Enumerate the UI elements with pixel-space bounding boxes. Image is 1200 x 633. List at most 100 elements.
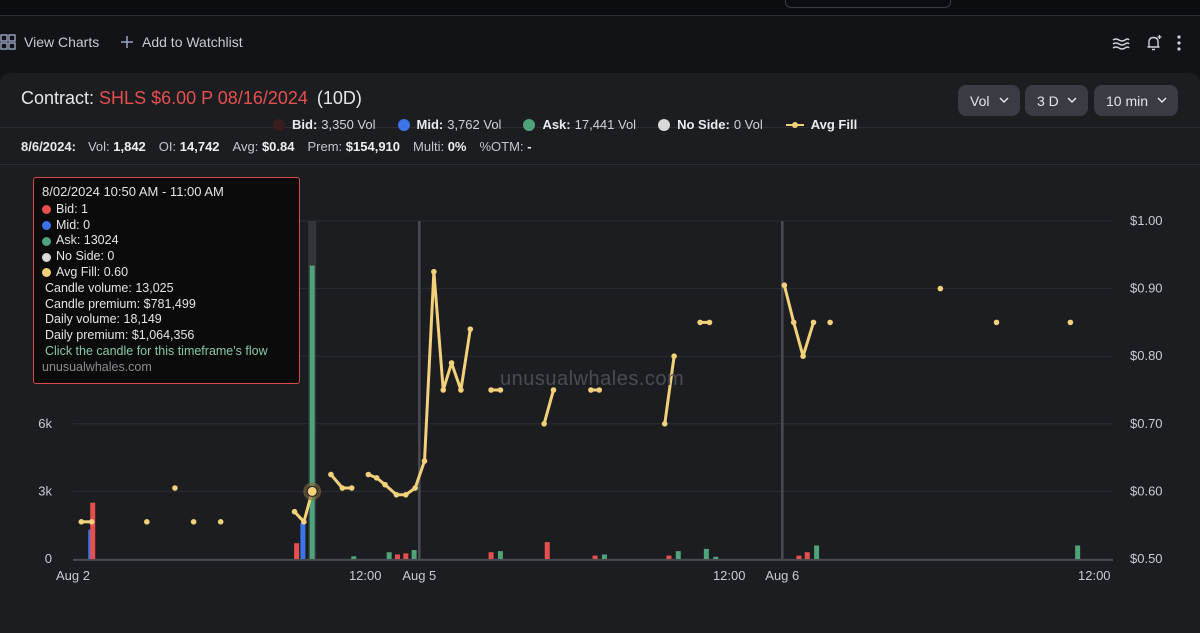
avg-fill-point <box>550 387 557 393</box>
stat-otm: %OTM: - <box>479 138 532 154</box>
daily-stats-bar: 8/6/2024: Vol: 1,842 OI: 14,742 Avg: $0.… <box>0 127 1200 165</box>
bar-ask <box>411 549 417 559</box>
avg-fill-point <box>382 481 388 488</box>
legend-mid[interactable]: Mid: 3,762 Vol <box>397 117 501 132</box>
grid-icon <box>0 34 16 50</box>
avg-fill-line <box>542 389 555 425</box>
avg-fill-point <box>217 519 224 525</box>
y-right-tick-label: $0.70 <box>1130 416 1163 431</box>
legend-ask[interactable]: Ask: 17,441 Vol <box>523 117 636 132</box>
avg-fill-point <box>393 491 400 498</box>
legend-noside[interactable]: No Side: 0 Vol <box>658 117 763 132</box>
top-search-box[interactable] <box>785 0 951 8</box>
bell-plus-icon[interactable] <box>1145 34 1163 52</box>
legend-avgfill[interactable]: Avg Fill <box>785 117 861 132</box>
avg-fill-point <box>781 282 788 289</box>
y-right-tick-label: $0.50 <box>1130 551 1163 566</box>
avg-fill-point <box>810 319 817 326</box>
avg-fill-line <box>782 284 815 358</box>
legend-avgfill-line <box>785 121 804 128</box>
avg-fill-point <box>348 485 355 491</box>
stat-oi: OI: 14,742 <box>158 138 220 154</box>
stat-vol: Vol: 1,842 <box>87 138 146 154</box>
x-tick-label: Aug 2 <box>56 568 90 583</box>
range-dropdown[interactable]: 3 D <box>1025 85 1088 116</box>
y-left-tick-label: 6k <box>38 416 52 431</box>
avg-fill-point <box>467 326 474 332</box>
chevron-down-icon <box>1067 97 1077 104</box>
bar-ask <box>814 545 820 559</box>
avg-fill-point <box>827 319 833 326</box>
stat-prem: Prem: $154,910 <box>307 138 401 154</box>
tooltip-flow-link[interactable]: Click the candle for this timeframe's fl… <box>45 343 268 358</box>
interval-dropdown-value: 10 min <box>1106 92 1149 109</box>
bar-bid <box>488 552 494 559</box>
avg-fill-point <box>1067 319 1074 326</box>
avg-fill-point <box>697 319 703 326</box>
tooltip-avgfill-dot <box>42 268 51 278</box>
avg-fill-point <box>365 471 372 478</box>
avg-fill-point <box>588 387 594 393</box>
add-watchlist-button[interactable]: Add to Watchlist <box>120 34 243 50</box>
avg-fill-point <box>488 387 494 393</box>
stats-date: 8/6/2024: <box>21 138 76 154</box>
avg-fill-point <box>291 508 298 515</box>
metric-dropdown-value: Vol <box>970 92 990 109</box>
bar-bid <box>394 554 400 559</box>
bar-bid <box>796 555 802 559</box>
waves-icon[interactable] <box>1112 37 1130 51</box>
bar-ask <box>601 554 607 559</box>
avg-fill-point <box>790 319 797 326</box>
tooltip-candle-volume: Candle volume: 13,025 <box>45 280 174 295</box>
metric-dropdown[interactable]: Vol <box>958 85 1020 116</box>
bar-bid <box>403 553 409 559</box>
bar-ask <box>675 551 681 559</box>
top-strip <box>0 0 1200 16</box>
tooltip-ask: Ask: 13024 <box>56 233 119 248</box>
more-vertical-icon[interactable] <box>1176 35 1182 51</box>
x-tick-label: Aug 5 <box>402 568 436 583</box>
avg-fill-point <box>339 485 346 491</box>
bar-bid <box>90 502 96 559</box>
hover-point <box>306 485 318 497</box>
candle-tooltip: 8/02/2024 10:50 AM - 11:00 AM Bid: 1 Mid… <box>33 177 300 384</box>
y-right-tick-label: $1.00 <box>1130 213 1163 228</box>
tooltip-daily-premium: Daily premium: $1,064,356 <box>45 328 195 343</box>
avg-fill-point <box>937 285 944 292</box>
avg-fill-point <box>596 387 603 393</box>
stat-multi: Multi: 0% <box>413 138 467 154</box>
contract-title: Contract: SHLS $6.00 P 08/16/2024 (10D) <box>21 88 362 109</box>
range-dropdown-value: 3 D <box>1037 92 1059 109</box>
avg-fill-point <box>706 319 713 326</box>
chart-legend: Bid: 3,350 Vol Mid: 3,762 Vol Ask: 17,441 V… <box>273 117 883 132</box>
plus-icon <box>121 36 133 48</box>
toolbar: View Charts Add to Watchlist <box>0 24 1200 64</box>
bar-bid <box>666 555 672 559</box>
bar-bid <box>804 552 810 559</box>
tooltip-watermark: unusualwhales.com <box>42 359 152 374</box>
x-tick-label: 12:00 <box>1078 568 1111 583</box>
interval-dropdown[interactable]: 10 min <box>1094 85 1178 116</box>
chart-watermark: unusualwhales.com <box>500 368 685 390</box>
bar-bid <box>294 543 300 559</box>
tooltip-mid-dot <box>42 220 51 230</box>
avg-fill-point <box>412 485 418 491</box>
add-watchlist-label: Add to Watchlist <box>142 34 243 50</box>
tooltip-noside: No Side: 0 <box>56 249 115 264</box>
contract-symbol[interactable]: SHLS $6.00 P 08/16/2024 <box>99 88 308 108</box>
legend-bid[interactable]: Bid: 3,350 Vol <box>273 117 376 132</box>
avg-fill-point <box>403 491 409 498</box>
bar-bid <box>592 555 598 559</box>
chevron-down-icon <box>1157 97 1167 104</box>
x-tick-label: 12:00 <box>713 568 746 583</box>
avg-fill-point <box>993 319 1000 326</box>
avg-fill-point <box>328 471 334 478</box>
tooltip-ask-dot <box>42 236 51 246</box>
legend-ask-dot <box>523 118 536 131</box>
y-right-tick-label: $0.90 <box>1130 281 1163 296</box>
legend-mid-dot <box>397 118 410 131</box>
avg-fill-point <box>431 268 437 275</box>
avg-fill-point <box>440 387 447 393</box>
y-left-tick-label: 3k <box>38 483 52 498</box>
view-charts-button[interactable]: View Charts <box>0 34 99 50</box>
